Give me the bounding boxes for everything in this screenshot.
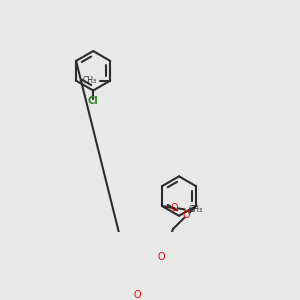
Text: CH₃: CH₃ (189, 205, 203, 214)
Text: CH₃: CH₃ (82, 76, 96, 85)
Text: O: O (158, 252, 165, 262)
Text: Cl: Cl (88, 96, 98, 106)
Text: O: O (183, 210, 190, 220)
Text: O: O (171, 203, 178, 213)
Text: O: O (133, 290, 141, 300)
